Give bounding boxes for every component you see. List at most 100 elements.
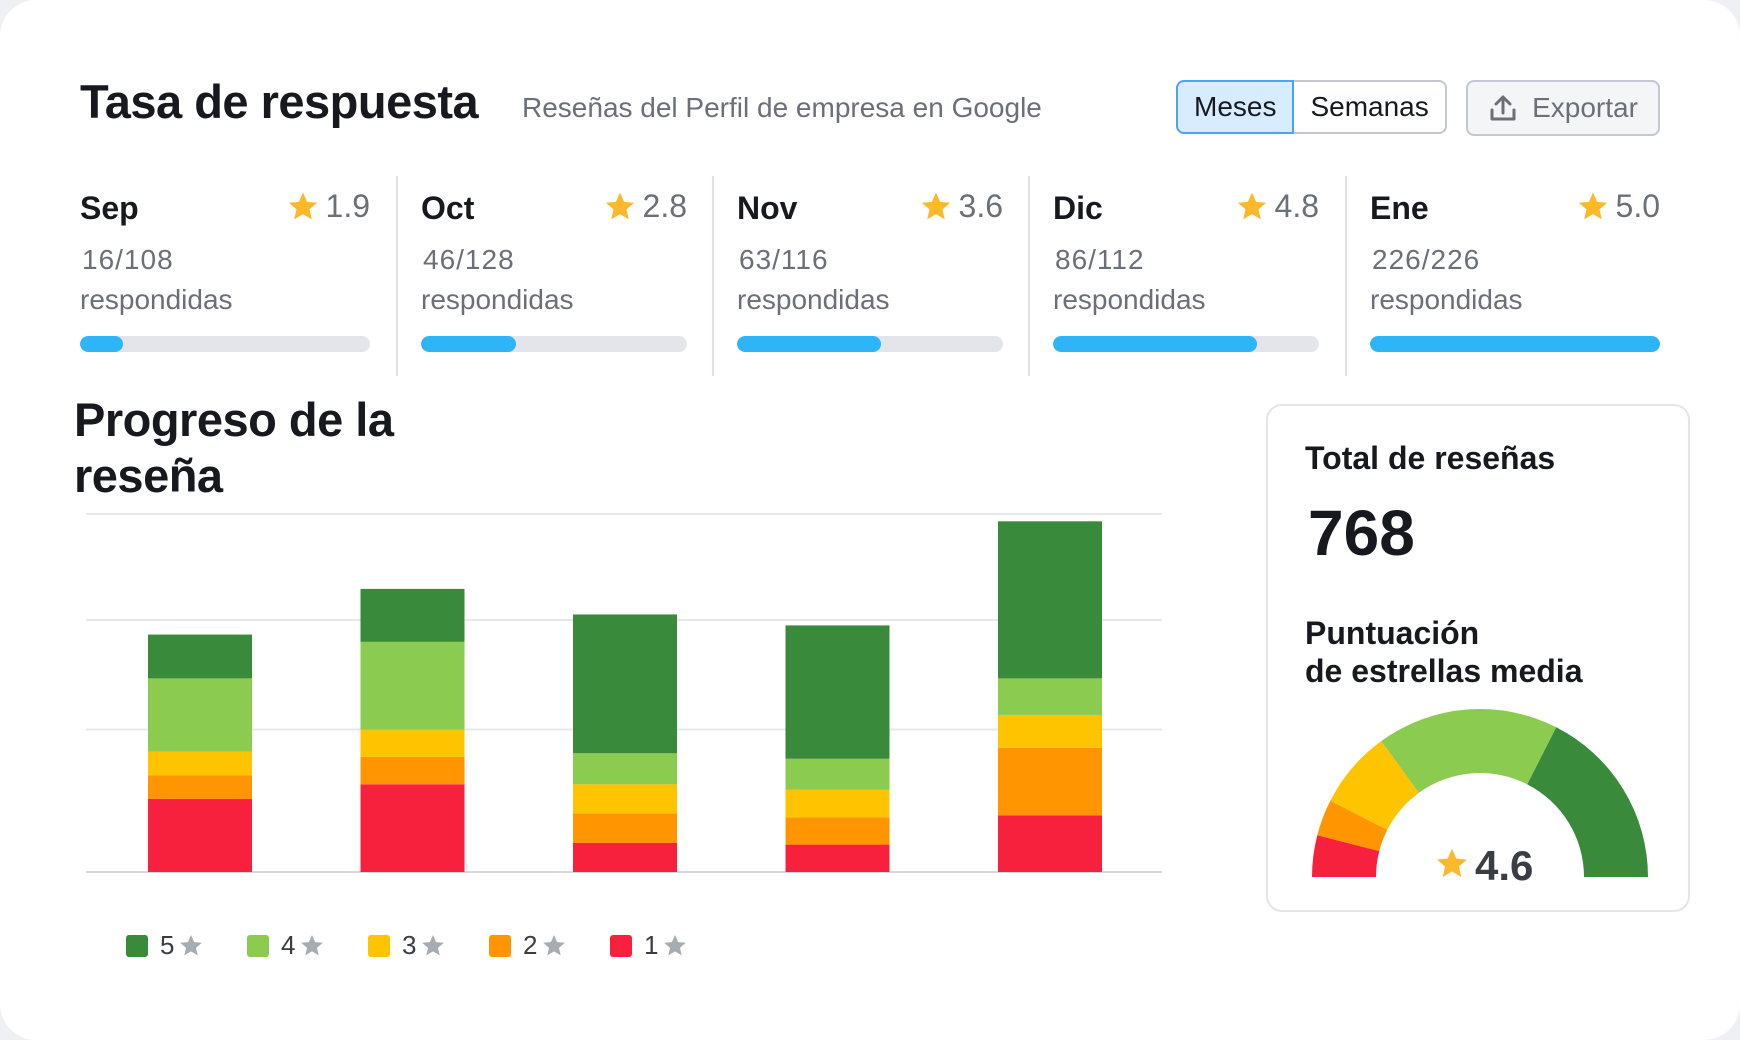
export-label: Exportar xyxy=(1532,92,1638,123)
responded-count: 226/226 xyxy=(1372,244,1481,275)
gauge-segment-5 xyxy=(1527,727,1648,877)
page-subtitle: Reseñas del Perfil de empresa en Google xyxy=(522,92,1042,123)
response-progress-fill xyxy=(1370,336,1660,352)
response-progress-bar xyxy=(737,336,1003,352)
review-progress-title-line1: Progreso de la xyxy=(74,393,394,446)
month-rating: 5.0 xyxy=(1576,188,1660,225)
gauge-segment-4 xyxy=(1381,709,1557,793)
total-reviews-label: Total de reseñas xyxy=(1305,440,1556,476)
bar-nov-1-star[interactable] xyxy=(573,842,677,872)
bar-nov-4-star[interactable] xyxy=(573,753,677,785)
month-rating: 3.6 xyxy=(919,188,1003,225)
average-rating-label-line2: de estrellas media xyxy=(1305,653,1583,689)
responded-label: respondidas xyxy=(1370,284,1523,315)
bar-oct-5-star[interactable] xyxy=(360,588,465,642)
bar-oct-3-star[interactable] xyxy=(360,729,465,757)
legend-item-2-star[interactable]: 2 xyxy=(489,930,610,961)
bar-dic-2-star[interactable] xyxy=(785,817,890,845)
responded-count: 63/116 xyxy=(739,244,829,275)
month-stat-oct: Oct 2.8 46/128 respondidas xyxy=(421,176,687,376)
responded-count: 46/128 xyxy=(423,244,515,275)
month-rating-value: 5.0 xyxy=(1615,188,1660,224)
average-rating-gauge: 4.6 xyxy=(1312,709,1648,889)
star-icon xyxy=(605,192,634,219)
bar-ene-5-star[interactable] xyxy=(998,521,1102,679)
month-stat-nov: Nov 3.6 63/116 respondidas xyxy=(737,176,1003,376)
legend-star-icon xyxy=(180,934,203,955)
bar-oct-4-star[interactable] xyxy=(360,641,465,730)
month-rating: 4.8 xyxy=(1235,188,1319,225)
responded-count: 86/112 xyxy=(1055,244,1145,275)
bar-nov-3-star[interactable] xyxy=(573,784,677,814)
bar-sep-1-star[interactable] xyxy=(148,798,252,872)
column-divider xyxy=(712,176,714,376)
gauge-segment-2 xyxy=(1317,800,1388,852)
bar-oct-2-star[interactable] xyxy=(360,756,465,785)
responded-label: respondidas xyxy=(737,284,890,315)
bar-dic-5-star[interactable] xyxy=(785,625,890,759)
bar-dic-4-star[interactable] xyxy=(785,758,890,790)
page-title: Tasa de respuesta xyxy=(80,75,479,128)
bar-sep-3-star[interactable] xyxy=(148,751,252,776)
bar-oct-1-star[interactable] xyxy=(360,784,465,872)
month-rating-value: 3.6 xyxy=(958,188,1003,224)
star-icon xyxy=(1237,192,1266,219)
legend-item-1-star[interactable]: 1 xyxy=(610,930,731,961)
weeks-toggle-button[interactable]: Semanas xyxy=(1294,80,1447,134)
response-progress-fill xyxy=(421,336,517,352)
legend-label: 5 xyxy=(160,930,175,960)
response-progress-fill xyxy=(737,336,882,352)
bar-ene-4-star[interactable] xyxy=(998,678,1102,715)
month-name: Nov xyxy=(737,190,798,226)
legend-star-icon xyxy=(301,934,324,955)
bar-ene-3-star[interactable] xyxy=(998,714,1102,748)
export-button[interactable]: Exportar xyxy=(1466,80,1660,136)
legend-label: 4 xyxy=(281,930,296,960)
star-icon xyxy=(288,192,317,219)
gauge-segment-3 xyxy=(1330,741,1419,830)
bar-sep-4-star[interactable] xyxy=(148,678,252,752)
period-toggle: Meses Semanas xyxy=(1176,80,1447,134)
bar-sep-2-star[interactable] xyxy=(148,775,252,799)
responded-label: respondidas xyxy=(421,284,574,315)
responded-label: respondidas xyxy=(1053,284,1206,315)
bar-nov-5-star[interactable] xyxy=(573,614,677,754)
legend-star-icon xyxy=(422,934,445,955)
gauge-segment-1 xyxy=(1312,835,1380,877)
bar-dic-1-star[interactable] xyxy=(785,844,890,872)
month-stat-dic: Dic 4.8 86/112 respondidas xyxy=(1053,176,1319,376)
legend-swatch xyxy=(368,934,390,957)
legend-label: 1 xyxy=(644,930,659,960)
bar-ene-2-star[interactable] xyxy=(998,747,1102,816)
review-progress-title: Progreso de la reseña xyxy=(74,392,394,504)
average-rating-label-line1: Puntuación xyxy=(1305,615,1480,651)
legend-item-3-star[interactable]: 3 xyxy=(368,930,489,961)
legend-label: 3 xyxy=(402,930,417,960)
bar-ene-1-star[interactable] xyxy=(998,815,1102,872)
review-progress-chart xyxy=(86,513,1162,873)
legend-item-5-star[interactable]: 5 xyxy=(126,930,247,961)
column-divider xyxy=(1345,176,1347,376)
month-stat-ene: Ene 5.0 226/226 respondidas xyxy=(1370,176,1660,376)
column-divider xyxy=(396,176,398,376)
month-rating-value: 2.8 xyxy=(642,188,687,224)
legend-swatch xyxy=(247,934,269,957)
month-name: Dic xyxy=(1053,190,1103,226)
month-name: Sep xyxy=(80,190,139,226)
column-divider xyxy=(1028,176,1030,376)
response-progress-fill xyxy=(80,336,123,352)
average-rating-value: 4.6 xyxy=(1475,842,1533,889)
bar-nov-2-star[interactable] xyxy=(573,813,677,843)
legend-swatch xyxy=(489,934,511,957)
bar-sep-5-star[interactable] xyxy=(148,634,252,679)
bar-dic-3-star[interactable] xyxy=(785,789,890,818)
legend-item-4-star[interactable]: 4 xyxy=(247,930,368,961)
upload-icon xyxy=(1490,95,1516,121)
legend-label: 2 xyxy=(523,930,538,960)
star-icon xyxy=(1578,192,1607,219)
months-toggle-button[interactable]: Meses xyxy=(1176,80,1295,134)
month-name: Oct xyxy=(421,190,475,226)
review-progress-title-line2: reseña xyxy=(74,449,223,502)
response-progress-bar xyxy=(421,336,687,352)
